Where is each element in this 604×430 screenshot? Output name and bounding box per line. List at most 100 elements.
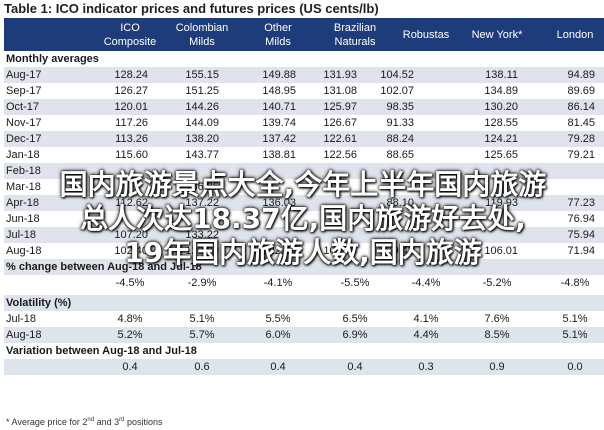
table-cell: 126.67 [323,117,357,129]
table-row: Mar-18 136.85 [4,179,604,195]
table-cell: 88.24 [386,133,414,145]
column-header-0: ICO Composite [95,18,165,51]
table-cell: 0.4 [347,361,363,373]
overlay-line-3[interactable]: 19年国内旅游人数,国内旅游 [124,236,482,269]
table-row: Oct-17 120.01 144.26 140.71 125.97 98.35 130.2… [4,99,604,115]
overlay-line-1[interactable]: 国内旅游景点大全,今年上半年国内旅游 [59,168,547,201]
row-label: Jul-18 [6,313,36,325]
table-cell: 131.93 [323,69,357,81]
row-label: Nov-17 [6,117,42,129]
table-cell: 81.45 [567,117,595,129]
column-header-line2: London [556,28,594,41]
table-cell: 136.03 [262,197,296,209]
table-cell: 7.6% [484,313,510,325]
column-header-line2: Robustas [402,28,450,41]
column-header-line2: New York* [471,28,523,41]
table-row: Jul-18 4.8% 5.1% 5.5% 6.5% 4.1% 7.6% 5.1% [4,311,604,327]
table-cell: 0.9 [489,361,505,373]
table-cell: 5.1% [562,329,588,341]
column-header-line1: Colombian [175,21,229,34]
table-cell: 75.94 [567,229,595,241]
table-cell: 124.21 [484,133,518,145]
table-cell: 129.99 [185,245,219,257]
column-header-3: Brazilian Naturals [320,18,390,51]
table-cell: 79.42 [386,245,414,257]
overlay-line-2[interactable]: 总人次达18.37亿,国内旅游好去处, [80,202,526,235]
column-header-line2: Milds [265,35,291,48]
section-label: Volatility (%) [6,297,72,309]
table-cell: 104.52 [380,69,414,81]
table-cell: 0.0 [567,361,583,373]
table-cell: 107.20 [114,229,148,241]
table-cell: 138.20 [185,133,219,145]
footnote: * Average price for 2nd and 3rd position… [6,416,162,428]
table-row: Aug-17 128.24 155.15 149.88 131.93 104.52 138.… [4,67,604,83]
table-cell: 88.65 [386,149,414,161]
column-header-line1: ICO [120,21,140,34]
column-header-line2: Naturals [334,35,376,48]
table-cell: 148.95 [262,85,296,97]
row-label: Oct-17 [6,101,40,113]
table-row: Apr-18 112.62 137.22 136.03 88.10 119.93 77.23 [4,195,604,211]
section-header: Variation between Aug-18 and Jul-18 [4,343,604,359]
table-cell: -4.1% [263,277,293,289]
table-cell: 155.15 [185,69,219,81]
column-header-2: Other Milds [243,18,313,51]
row-label: Feb-18 [6,165,41,177]
table-cell: 102.40 [114,245,148,257]
table-row: Jun-18 76.94 [4,211,604,227]
table-cell: 0.6 [194,361,210,373]
table-cell: 8.5% [484,329,510,341]
table-cell: 91.33 [386,117,414,129]
table-row: Dec-17 113.26 138.20 137.42 122.61 88.24 124.2… [4,131,604,147]
table-cell: 115.60 [115,149,148,161]
row-label: Dec-17 [6,133,42,145]
row-label: Aug-17 [6,69,42,81]
column-header-line1: Brazilian [333,21,377,34]
table-cell: 102.07 [380,85,414,97]
table-cell: -4.5% [115,277,145,289]
table-cell: -4.4% [411,277,441,289]
watermark-overlay-text[interactable]: 国内旅游景点大全,今年上半年国内旅游 总人次达18.37亿,国内旅游好去处, 1… [6,168,600,270]
table-cell: 5.1% [189,313,215,325]
column-header-5: New York* [462,18,532,51]
row-label: Mar-18 [6,181,41,193]
footnote-middle: and 3 [94,417,120,427]
table-cell: 98.35 [386,101,414,113]
table-row: Aug-18 5.2% 5.7% 6.0% 6.9% 4.4% 8.5% 5.1% [4,327,604,343]
table-row: Nov-17 117.26 144.09 139.74 126.67 91.33 128.5… [4,115,604,131]
footnote-prefix: * Average price for 2 [6,417,88,427]
table-cell: 0.4 [122,361,138,373]
table-cell: 79.28 [567,133,595,145]
column-header-1: Colombian Milds [167,18,237,51]
table-cell: 122.56 [323,149,357,161]
column-header-line2: Milds [189,35,215,48]
section-header: Volatility (%) [4,295,604,311]
footnote-suffix: positions [124,417,163,427]
table-cell: 106.01 [484,245,518,257]
table-cell: 133.22 [185,229,219,241]
table-cell: 88.10 [386,197,414,209]
table-cell: 6.5% [342,313,368,325]
table-cell: 144.09 [185,117,219,129]
table-cell: 139.74 [262,117,296,129]
table-cell: 122.61 [323,133,357,145]
section-label: Variation between Aug-18 and Jul-18 [6,345,197,357]
table-cell: 86.14 [567,101,595,113]
table-cell: 0.4 [270,361,286,373]
column-header-4: Robustas [391,18,461,51]
table-cell: 138.11 [485,69,518,81]
table-title: Table 1: ICO indicator prices and future… [4,1,379,16]
row-label: Aug-18 [6,329,42,341]
table-cell: 143.77 [185,149,219,161]
table-cell: 134.89 [484,85,518,97]
table-cell: 128.55 [484,117,518,129]
row-label: Jul-18 [6,229,36,241]
table-cell: 79.21 [567,149,595,161]
table-row: 0.4 0.6 0.4 0.4 0.3 0.9 0.0 [4,359,604,375]
table-cell: -5.2% [482,277,512,289]
table-cell: 6.9% [342,329,368,341]
column-header-line1: Other [264,21,292,34]
table-cell: 151.25 [185,85,219,97]
table-cell: 149.88 [262,69,296,81]
